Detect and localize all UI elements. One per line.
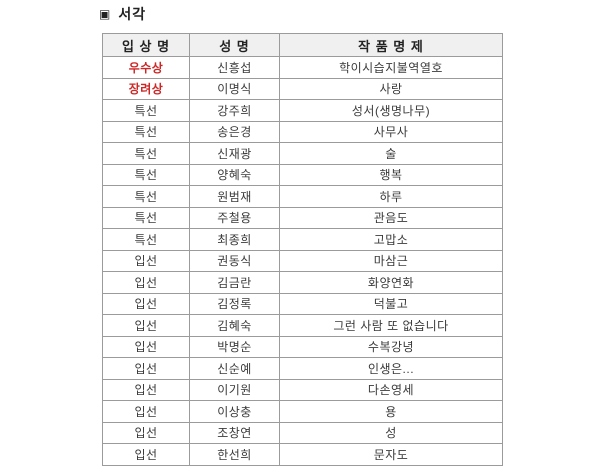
table-row: 특선 신재광 술 bbox=[102, 142, 503, 165]
work-cell: 수복강녕 bbox=[279, 335, 503, 358]
work-cell: 사랑 bbox=[279, 77, 503, 100]
table-row: 특선 최종희 고맙소 bbox=[102, 228, 503, 251]
table-row: 입선 이상충 용 bbox=[102, 400, 503, 423]
table-row: 특선 송은경 사무사 bbox=[102, 120, 503, 143]
name-cell: 조창연 bbox=[189, 421, 280, 444]
name-cell: 이기원 bbox=[189, 378, 280, 401]
name-cell: 김금란 bbox=[189, 271, 280, 294]
prize-cell: 입선 bbox=[102, 421, 190, 444]
table-row: 입선 이기원 다손영세 bbox=[102, 378, 503, 401]
name-cell: 권동식 bbox=[189, 249, 280, 272]
prize-cell: 입선 bbox=[102, 400, 190, 423]
work-cell: 화양연화 bbox=[279, 271, 503, 294]
header-row: 입 상 명 성 명 작 품 명 제 bbox=[102, 33, 503, 57]
work-cell: 그런 사람 또 없습니다 bbox=[279, 314, 503, 337]
section-title: ▣ 서각 bbox=[99, 4, 146, 24]
prize-cell: 입선 bbox=[102, 335, 190, 358]
prize-cell: 특선 bbox=[102, 206, 190, 229]
name-cell: 최종희 bbox=[189, 228, 280, 251]
work-cell: 마삼근 bbox=[279, 249, 503, 272]
table-row: 입선 한선희 문자도 bbox=[102, 443, 503, 466]
work-cell: 관음도 bbox=[279, 206, 503, 229]
header-name: 성 명 bbox=[189, 33, 280, 57]
table-row: 특선 원범재 하루 bbox=[102, 185, 503, 208]
name-cell: 송은경 bbox=[189, 120, 280, 143]
prize-cell: 특선 bbox=[102, 163, 190, 186]
header-work: 작 품 명 제 bbox=[279, 33, 503, 57]
prize-cell: 입선 bbox=[102, 443, 190, 466]
table-row: 우수상 신흥섭 학이시습지불역열호 bbox=[102, 56, 503, 79]
table-row: 특선 주철용 관음도 bbox=[102, 206, 503, 229]
name-cell: 원범재 bbox=[189, 185, 280, 208]
name-cell: 김정록 bbox=[189, 292, 280, 315]
prize-cell: 장려상 bbox=[102, 77, 190, 100]
work-cell: 용 bbox=[279, 400, 503, 423]
prize-cell: 입선 bbox=[102, 271, 190, 294]
work-cell: 인생은... bbox=[279, 357, 503, 380]
prize-cell: 특선 bbox=[102, 99, 190, 122]
prize-cell: 특선 bbox=[102, 185, 190, 208]
awards-table-header: 입 상 명 성 명 작 품 명 제 bbox=[102, 33, 503, 57]
table-row: 입선 김정록 덕불고 bbox=[102, 292, 503, 315]
table-row: 입선 김혜숙 그런 사람 또 없습니다 bbox=[102, 314, 503, 337]
name-cell: 한선희 bbox=[189, 443, 280, 466]
square-bullet-icon: ▣ bbox=[99, 7, 112, 21]
awards-table: 입 상 명 성 명 작 품 명 제 우수상 신흥섭 학이시습지불역열호 장려상 … bbox=[102, 33, 503, 466]
work-cell: 하루 bbox=[279, 185, 503, 208]
name-cell: 이상충 bbox=[189, 400, 280, 423]
work-cell: 행복 bbox=[279, 163, 503, 186]
work-cell: 학이시습지불역열호 bbox=[279, 56, 503, 79]
awards-table-body: 우수상 신흥섭 학이시습지불역열호 장려상 이명식 사랑 특선 강주희 성서(생… bbox=[102, 56, 503, 466]
table-row: 입선 김금란 화양연화 bbox=[102, 271, 503, 294]
work-cell: 성 bbox=[279, 421, 503, 444]
name-cell: 신순예 bbox=[189, 357, 280, 380]
table-row: 입선 권동식 마삼근 bbox=[102, 249, 503, 272]
table-row: 장려상 이명식 사랑 bbox=[102, 77, 503, 100]
name-cell: 주철용 bbox=[189, 206, 280, 229]
prize-cell: 입선 bbox=[102, 357, 190, 380]
prize-cell: 특선 bbox=[102, 228, 190, 251]
prize-cell: 입선 bbox=[102, 378, 190, 401]
name-cell: 이명식 bbox=[189, 77, 280, 100]
work-cell: 덕불고 bbox=[279, 292, 503, 315]
name-cell: 김혜숙 bbox=[189, 314, 280, 337]
header-prize: 입 상 명 bbox=[102, 33, 190, 57]
name-cell: 박명순 bbox=[189, 335, 280, 358]
name-cell: 강주희 bbox=[189, 99, 280, 122]
prize-cell: 입선 bbox=[102, 292, 190, 315]
work-cell: 문자도 bbox=[279, 443, 503, 466]
table-row: 입선 신순예 인생은... bbox=[102, 357, 503, 380]
section-title-label: 서각 bbox=[118, 6, 147, 22]
prize-cell: 특선 bbox=[102, 142, 190, 165]
prize-cell: 입선 bbox=[102, 249, 190, 272]
work-cell: 성서(생명나무) bbox=[279, 99, 503, 122]
prize-cell: 특선 bbox=[102, 120, 190, 143]
work-cell: 술 bbox=[279, 142, 503, 165]
name-cell: 신재광 bbox=[189, 142, 280, 165]
work-cell: 다손영세 bbox=[279, 378, 503, 401]
name-cell: 신흥섭 bbox=[189, 56, 280, 79]
name-cell: 양혜숙 bbox=[189, 163, 280, 186]
prize-cell: 입선 bbox=[102, 314, 190, 337]
table-row: 입선 박명순 수복강녕 bbox=[102, 335, 503, 358]
table-row: 입선 조창연 성 bbox=[102, 421, 503, 444]
table-row: 특선 강주희 성서(생명나무) bbox=[102, 99, 503, 122]
table-row: 특선 양혜숙 행복 bbox=[102, 163, 503, 186]
prize-cell: 우수상 bbox=[102, 56, 190, 79]
work-cell: 사무사 bbox=[279, 120, 503, 143]
work-cell: 고맙소 bbox=[279, 228, 503, 251]
